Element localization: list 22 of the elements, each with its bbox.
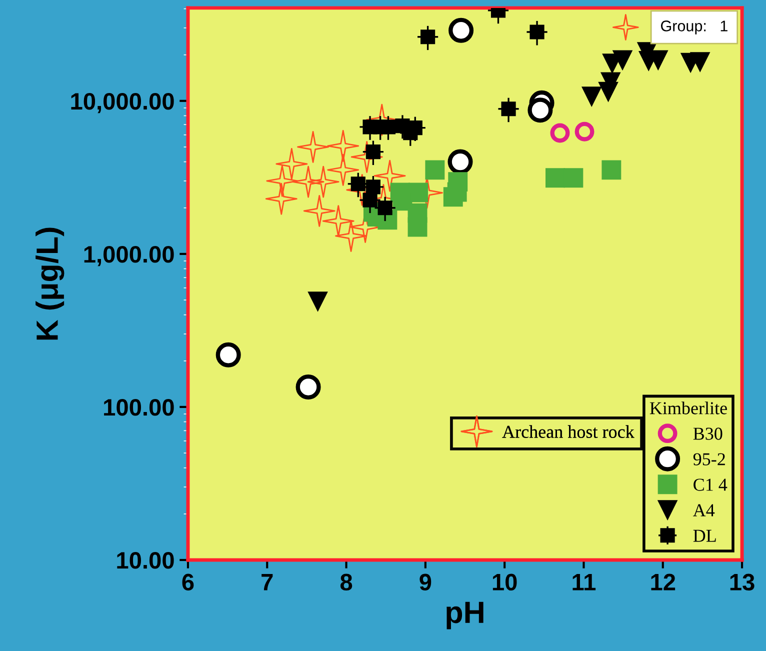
legend-title: Kimberlite <box>650 402 727 414</box>
y-tick-label: 100.00 <box>104 399 174 416</box>
legend-label: A4 <box>693 504 715 516</box>
y-tick-label: 1,000.00 <box>84 246 174 266</box>
y-tick-label: 10,000.00 <box>71 92 174 114</box>
x-tick-label: 6 <box>182 574 194 591</box>
x-tick-label: 12 <box>651 574 676 590</box>
legend-label: 95-2 <box>693 453 725 466</box>
legend-label: C1 4 <box>694 478 728 491</box>
legend-label: DL <box>693 530 716 542</box>
x-tick-label: 7 <box>262 574 273 590</box>
x-tick-label: 13 <box>730 574 754 591</box>
x-axis-title: pH <box>446 602 484 630</box>
x-tick-label: 8 <box>340 574 352 591</box>
y-tick-label: 10.00 <box>117 552 174 569</box>
x-tick-label: 11 <box>572 574 596 590</box>
legend-label: Archean host rock <box>502 425 634 438</box>
x-tick-label: 10 <box>492 574 517 591</box>
x-tick-label: 9 <box>420 574 432 591</box>
legend-label: B30 <box>693 428 722 440</box>
y-axis-title: K (μg/L) <box>36 228 64 340</box>
annotation: Group: 1 <box>661 20 728 34</box>
